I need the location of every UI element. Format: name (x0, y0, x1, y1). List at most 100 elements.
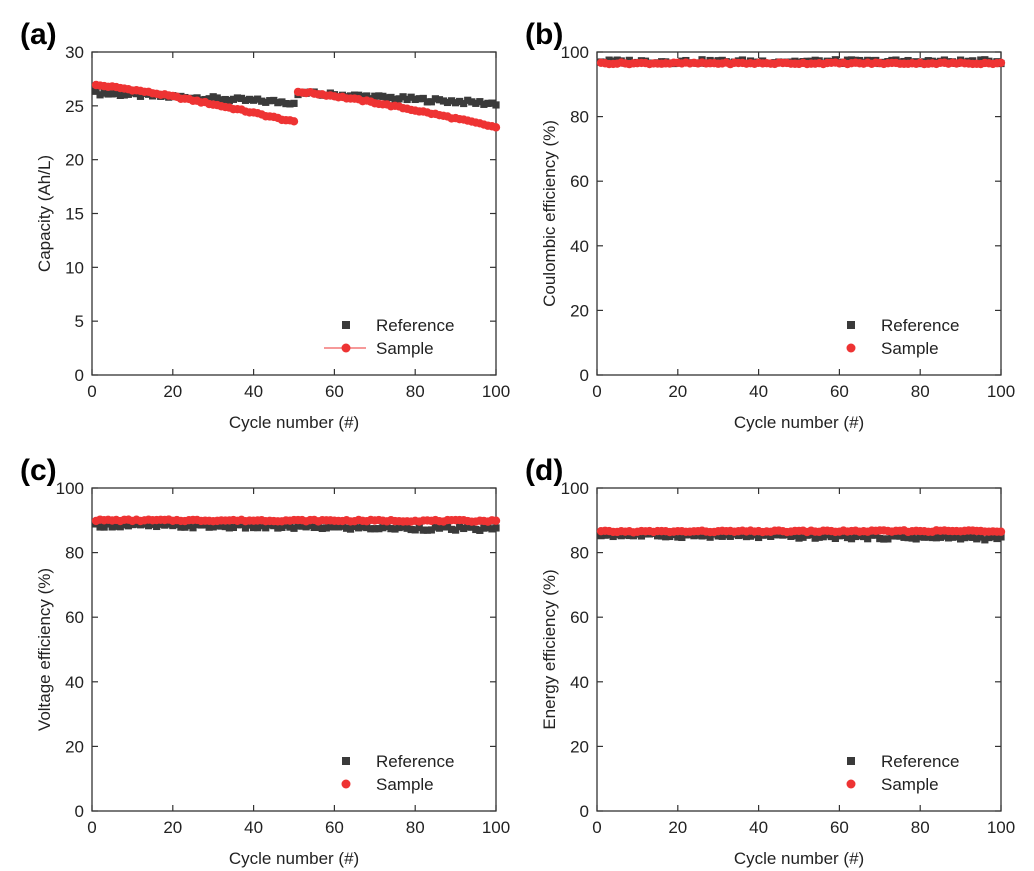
data-point (355, 524, 363, 532)
data-point (157, 520, 165, 528)
data-point (351, 522, 359, 530)
data-point (318, 524, 326, 533)
data-point (225, 96, 233, 105)
data-point (96, 523, 104, 531)
y-tick-label: 100 (561, 43, 589, 62)
x-tick-label: 100 (482, 818, 510, 837)
data-point (973, 535, 981, 543)
data-point (108, 523, 116, 531)
legend-sample-label: Sample (881, 339, 939, 358)
data-point (435, 96, 444, 104)
data-point (920, 533, 928, 541)
chart-svg: (b) 0 20 40 60 80 100 0 20 40 60 80 100 Cycle number … (525, 18, 1015, 432)
data-point (415, 95, 423, 103)
data-point (278, 523, 286, 532)
data-point (908, 534, 916, 542)
data-point (904, 534, 912, 542)
data-point (375, 92, 383, 100)
y-tick-label: 30 (65, 43, 84, 62)
data-point (205, 95, 213, 103)
x-tick-label: 60 (830, 382, 849, 401)
data-point (371, 92, 379, 100)
data-point (435, 524, 444, 532)
legend-sample-label: Sample (376, 339, 434, 358)
data-point (755, 533, 763, 542)
data-point (112, 522, 120, 530)
data-point (654, 532, 662, 540)
series-sample (91, 80, 501, 132)
data-point (924, 533, 932, 541)
data-point (241, 96, 250, 104)
data-point (706, 533, 714, 541)
data-point (423, 526, 431, 534)
x-axis-title: Cycle number (#) (229, 413, 359, 432)
x-tick-label: 100 (482, 382, 510, 401)
chart-svg: (d) 0 20 40 60 80 100 0 20 40 60 80 100 Cycle number … (525, 454, 1015, 868)
data-point (476, 98, 484, 106)
data-point (460, 524, 468, 533)
data-point (132, 520, 141, 528)
x-tick-label: 20 (668, 382, 687, 401)
data-point (868, 531, 876, 539)
data-point (359, 92, 367, 101)
data-point (274, 524, 282, 532)
legend-reference-marker (342, 757, 350, 765)
data-point (411, 526, 419, 534)
y-tick-label: 20 (65, 151, 84, 170)
data-point (367, 525, 375, 533)
y-tick-label: 0 (580, 802, 589, 821)
data-point (488, 99, 496, 107)
data-point (977, 533, 985, 541)
data-point (124, 522, 132, 530)
plot-frame (91, 487, 497, 812)
data-point (472, 525, 480, 534)
data-point (443, 523, 452, 531)
data-point (254, 95, 262, 103)
data-point (860, 532, 868, 541)
series-sample (596, 58, 1006, 69)
x-tick-label: 100 (987, 382, 1015, 401)
data-point (391, 525, 399, 533)
data-point (884, 535, 892, 543)
y-tick-label: 10 (65, 258, 84, 277)
data-point (120, 521, 128, 529)
chart-panel-c: (c) 0 20 40 60 80 100 0 20 40 60 80 100 Cycle number … (0, 436, 517, 871)
data-point (266, 97, 274, 105)
data-point (233, 94, 242, 102)
x-tick-label: 40 (749, 818, 768, 837)
data-point (282, 99, 290, 108)
data-point (193, 520, 201, 529)
data-point (484, 523, 492, 532)
data-point (468, 98, 476, 106)
data-point (96, 91, 104, 99)
data-point (936, 533, 944, 541)
data-point (116, 523, 124, 531)
y-axis-title: Energy efficiency (%) (540, 569, 559, 729)
data-point (678, 533, 686, 542)
y-tick-label: 100 (561, 479, 589, 498)
legend-sample-marker (341, 779, 351, 789)
data-point (173, 520, 181, 529)
y-axis-title: Voltage efficiency (%) (35, 568, 54, 731)
data-point (290, 99, 298, 107)
x-tick-label: 0 (87, 818, 96, 837)
data-point (666, 532, 674, 541)
data-point (185, 521, 193, 530)
data-point (270, 522, 278, 530)
data-point (488, 525, 496, 533)
data-point (843, 533, 852, 542)
data-point (254, 524, 262, 532)
panel-label: (b) (525, 18, 563, 51)
data-point (480, 524, 488, 532)
data-point (250, 96, 258, 104)
data-point (403, 95, 411, 104)
legend-reference-marker (847, 757, 855, 765)
data-point (383, 522, 391, 531)
data-point (346, 525, 355, 533)
data-point (888, 532, 896, 540)
data-point (928, 533, 936, 542)
data-point (892, 532, 900, 540)
x-tick-label: 40 (244, 382, 263, 401)
y-tick-label: 20 (65, 737, 84, 756)
data-point (726, 532, 734, 540)
